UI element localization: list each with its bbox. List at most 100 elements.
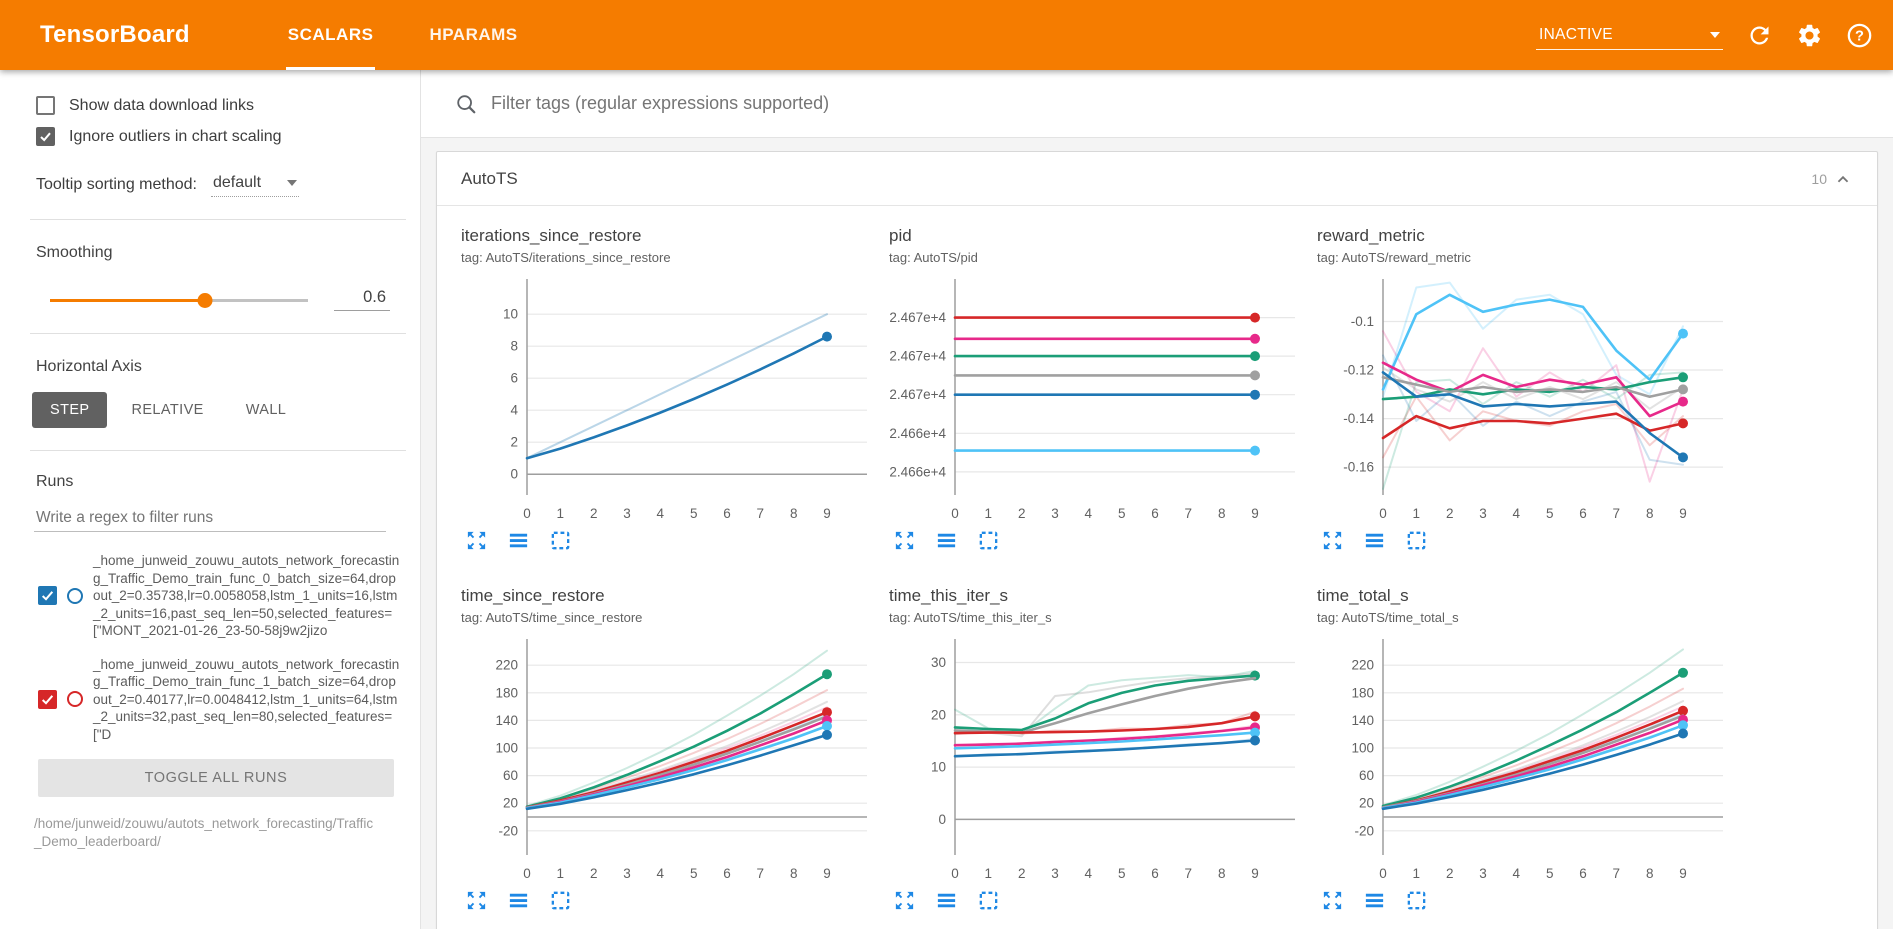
- svg-text:0: 0: [510, 467, 518, 482]
- runs-list: _home_junweid_zouwu_autots_network_forec…: [0, 552, 420, 743]
- tab-hparams[interactable]: HPARAMS: [429, 25, 518, 44]
- chevron-up-icon[interactable]: [1833, 169, 1853, 189]
- chart-plot[interactable]: 30 20 10 0 0 1 2 3 4 5 6 7 8 9: [889, 629, 1297, 885]
- svg-text:2.466e+4: 2.466e+4: [889, 426, 946, 441]
- chart-card-reward_metric: reward_metric tag: AutoTS/reward_metric -0…: [1317, 226, 1725, 554]
- chart-data-button[interactable]: [505, 527, 532, 554]
- fit-domain-button[interactable]: [547, 527, 574, 554]
- horizontal-axis-buttons: STEP RELATIVE WALL: [32, 392, 420, 428]
- status-dropdown[interactable]: INACTIVE: [1536, 21, 1723, 50]
- expand-chart-icon: [467, 531, 486, 550]
- svg-text:10: 10: [931, 760, 946, 775]
- svg-text:6: 6: [723, 866, 731, 881]
- smoothing-value[interactable]: 0.6: [334, 288, 390, 311]
- expand-chart-button[interactable]: [1319, 527, 1346, 554]
- svg-text:?: ?: [1855, 28, 1864, 44]
- fit-domain-button[interactable]: [547, 887, 574, 914]
- chart-data-button[interactable]: [1361, 887, 1388, 914]
- tag-filter-input[interactable]: [491, 93, 1859, 114]
- fit-domain-button[interactable]: [975, 527, 1002, 554]
- svg-text:3: 3: [1051, 866, 1059, 881]
- axis-option-wall[interactable]: WALL: [228, 392, 305, 428]
- chart-tag: tag: AutoTS/pid: [889, 250, 978, 265]
- settings-button[interactable]: [1795, 21, 1823, 49]
- show-download-links-checkbox[interactable]: Show data download links: [36, 96, 420, 115]
- tooltip-sorting-row: Tooltip sorting method: default: [36, 172, 420, 197]
- chart-data-button[interactable]: [933, 887, 960, 914]
- refresh-button[interactable]: [1745, 21, 1773, 49]
- axis-option-step[interactable]: STEP: [32, 392, 108, 428]
- smoothing-slider-fill: [50, 298, 205, 302]
- svg-text:140: 140: [495, 713, 518, 728]
- svg-text:9: 9: [1251, 866, 1259, 881]
- smoothing-slider-knob[interactable]: [197, 292, 213, 308]
- svg-text:7: 7: [1185, 506, 1193, 521]
- divider: [30, 219, 406, 220]
- svg-text:8: 8: [790, 506, 798, 521]
- help-button[interactable]: ?: [1845, 21, 1873, 49]
- tooltip-sorting-dropdown[interactable]: default: [210, 172, 300, 197]
- chart-data-button[interactable]: [505, 887, 532, 914]
- chart-toolbar: [889, 887, 1297, 914]
- svg-text:5: 5: [1118, 506, 1126, 521]
- expand-chart-button[interactable]: [463, 887, 490, 914]
- svg-text:6: 6: [723, 506, 731, 521]
- svg-text:2.466e+4: 2.466e+4: [889, 464, 946, 479]
- search-icon: [457, 94, 476, 113]
- chevron-down-icon: [1710, 31, 1720, 38]
- svg-text:60: 60: [503, 768, 518, 783]
- expand-chart-button[interactable]: [463, 527, 490, 554]
- fit-domain-button[interactable]: [975, 887, 1002, 914]
- chart-plot[interactable]: 2.467e+4 2.467e+4 2.467e+4 2.466e+4 2.466e+4…: [889, 269, 1297, 525]
- autots-section-header[interactable]: AutoTS 10: [437, 152, 1877, 206]
- expand-chart-button[interactable]: [891, 527, 918, 554]
- chart-plot[interactable]: 220 180 140 100 60 20 -20 0 1 2 3 4 5 6 7 8 9: [461, 629, 869, 885]
- tab-scalars[interactable]: SCALARS: [260, 0, 402, 70]
- chart-data-button[interactable]: [1361, 527, 1388, 554]
- chart-plot[interactable]: 10 8 6 4 2 0 0 1 2 3 4 5 6 7 8 9: [461, 269, 869, 525]
- runs-filter-input[interactable]: [34, 505, 386, 532]
- fit-domain-button[interactable]: [1403, 887, 1430, 914]
- svg-text:-20: -20: [1354, 823, 1374, 838]
- run-checkbox[interactable]: [38, 689, 57, 709]
- svg-text:3: 3: [623, 506, 631, 521]
- smoothing-slider[interactable]: [50, 292, 308, 308]
- help-icon: ?: [1847, 23, 1871, 47]
- axis-option-relative[interactable]: RELATIVE: [113, 392, 221, 428]
- chart-toolbar: [1317, 527, 1725, 554]
- svg-text:180: 180: [495, 685, 518, 700]
- svg-text:100: 100: [1351, 741, 1374, 756]
- svg-text:4: 4: [510, 403, 518, 418]
- chart-toolbar: [1317, 887, 1725, 914]
- chart-plot[interactable]: 220 180 140 100 60 20 -20 0 1 2 3 4 5 6 7 8 9: [1317, 629, 1725, 885]
- svg-text:4: 4: [1513, 866, 1521, 881]
- chart-data-button[interactable]: [933, 527, 960, 554]
- svg-text:9: 9: [1679, 506, 1687, 521]
- svg-text:2: 2: [1446, 866, 1454, 881]
- chart-title: time_this_iter_s: [889, 586, 1009, 605]
- expand-chart-icon: [895, 531, 914, 550]
- gear-icon: [1798, 24, 1820, 46]
- header-actions: INACTIVE ?: [1536, 21, 1873, 50]
- svg-text:3: 3: [1051, 506, 1059, 521]
- svg-text:-20: -20: [498, 823, 518, 838]
- svg-text:2: 2: [510, 435, 518, 450]
- ignore-outliers-checkbox[interactable]: Ignore outliers in chart scaling: [36, 127, 420, 146]
- run-radio[interactable]: [67, 587, 83, 604]
- expand-chart-button[interactable]: [1319, 887, 1346, 914]
- svg-text:5: 5: [690, 866, 698, 881]
- status-label: INACTIVE: [1539, 25, 1613, 43]
- svg-text:9: 9: [823, 506, 831, 521]
- expand-chart-button[interactable]: [891, 887, 918, 914]
- chart-title: iterations_since_restore: [461, 226, 642, 245]
- fit-domain-button[interactable]: [1403, 527, 1430, 554]
- svg-text:7: 7: [1613, 866, 1621, 881]
- svg-text:1: 1: [557, 866, 565, 881]
- svg-text:2.467e+4: 2.467e+4: [889, 349, 946, 364]
- toggle-all-runs-button[interactable]: TOGGLE ALL RUNS: [38, 759, 394, 797]
- run-radio[interactable]: [67, 691, 83, 708]
- svg-text:1: 1: [985, 506, 993, 521]
- chart-plot[interactable]: -0.1 -0.12 -0.14 -0.16 0 1 2 3 4 5 6 7 8 9: [1317, 269, 1725, 525]
- svg-text:0: 0: [1379, 866, 1387, 881]
- run-checkbox[interactable]: [38, 586, 57, 606]
